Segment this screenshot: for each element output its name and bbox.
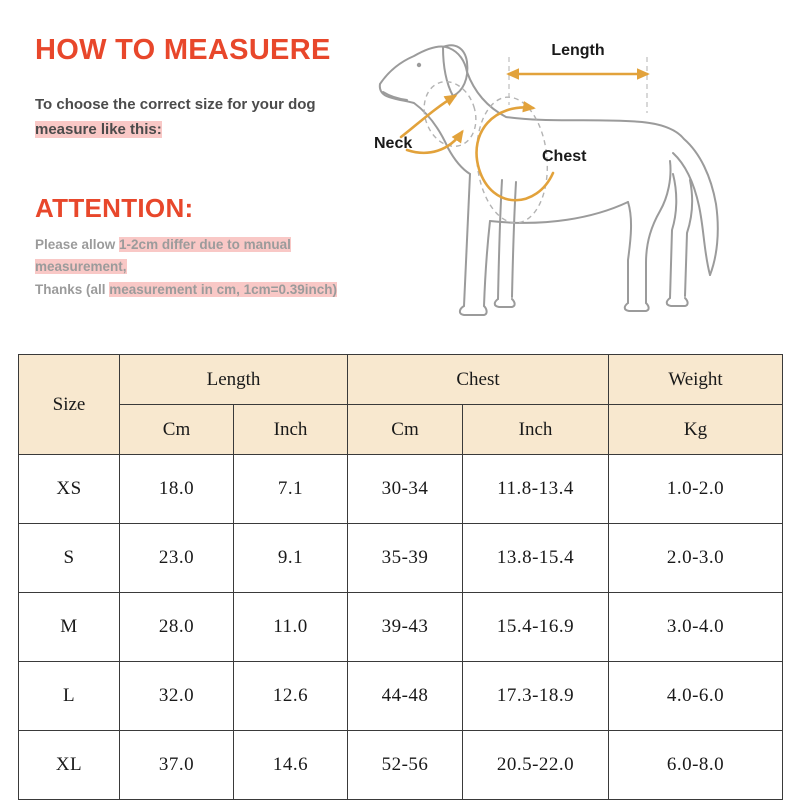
size-table: Size Length Chest Weight Cm Inch Cm Inch… [18,354,784,800]
attention-line2-plain: Thanks (all [35,282,110,298]
attention-line2-highlight: measurement in cm, 1cm=0.39inch) [109,282,338,298]
cell-length-cm: 37.0 [119,730,234,800]
cell-chest-cm: 44-48 [347,661,464,731]
table-row: M 28.0 11.0 39-43 15.4-16.9 3.0-4.0 [18,592,784,662]
cell-chest-cm: 35-39 [347,523,464,593]
instructions-block: HOW TO MEASUERE To choose the correct si… [35,34,380,302]
cell-chest-inch: 20.5-22.0 [462,730,610,800]
cell-chest-inch: 13.8-15.4 [462,523,610,593]
table-row: S 23.0 9.1 35-39 13.8-15.4 2.0-3.0 [18,523,784,593]
col-header-length-cm: Cm [119,404,234,455]
neck-guide-ellipse [423,80,477,148]
attention-title: ATTENTION: [35,192,194,223]
cell-length-cm: 23.0 [119,523,234,593]
cell-weight-kg: 1.0-2.0 [608,454,784,524]
intro-line1: To choose the correct size for your dog [35,96,316,113]
cell-chest-inch: 17.3-18.9 [462,661,610,731]
cell-size: S [18,523,120,593]
cell-length-cm: 28.0 [119,592,234,662]
cell-chest-inch: 11.8-13.4 [462,454,610,524]
table-header-row-groups: Size Length Chest Weight [18,354,784,455]
chest-arrow [475,101,555,202]
dog-outline [378,44,719,316]
cell-weight-kg: 3.0-4.0 [608,592,784,662]
neck-arrow-lower [405,129,464,155]
cell-weight-kg: 2.0-3.0 [608,523,784,593]
col-header-chest: Chest [347,354,610,405]
cell-length-inch: 7.1 [232,454,349,524]
cell-length-inch: 9.1 [232,523,349,593]
intro-text: To choose the correct size for your dog … [35,93,380,143]
neck-measurement: Neck [374,94,464,155]
cell-length-inch: 11.0 [232,592,349,662]
col-header-chest-inch: Inch [462,404,610,455]
cell-length-cm: 32.0 [119,661,234,731]
cell-length-cm: 18.0 [119,454,234,524]
dog-eye [416,62,422,68]
length-label: Length [551,42,604,59]
cell-size: XL [18,730,120,800]
cell-chest-inch: 15.4-16.9 [462,592,610,662]
cell-chest-cm: 39-43 [347,592,464,662]
cell-size: L [18,661,120,731]
col-header-weight: Weight [608,354,784,405]
cell-weight-kg: 4.0-6.0 [608,661,784,731]
how-to-measure-title: HOW TO MEASUERE [35,34,331,66]
chest-measurement: Chest [475,101,587,202]
cell-length-inch: 14.6 [232,730,349,800]
cell-chest-cm: 30-34 [347,454,464,524]
col-header-weight-kg: Kg [608,404,784,455]
cell-length-inch: 12.6 [232,661,349,731]
neck-arrow-upper [399,94,458,139]
table-row: XL 37.0 14.6 52-56 20.5-22.0 6.0-8.0 [18,730,784,800]
length-measurement: Length [506,42,650,113]
table-header-row-units: Cm Inch Cm Inch Kg [19,404,784,455]
cell-chest-cm: 52-56 [347,730,464,800]
attention-line1-plain: Please allow [35,236,120,252]
how-to-measure-section: HOW TO MEASUERE To choose the correct si… [0,0,800,350]
col-header-chest-cm: Cm [347,404,464,455]
chest-guide-ellipse [476,96,548,224]
cell-size: XS [18,454,120,524]
table-row: XS 18.0 7.1 30-34 11.8-13.4 1.0-2.0 [18,454,784,524]
cell-size: M [18,592,120,662]
attention-text: Please allow 1-2cm differ due to manual … [35,234,380,303]
dog-measurement-diagram: Length Neck Chest [356,10,794,346]
dog-diagram-svg: Length Neck Chest [374,42,719,316]
intro-line2: measure like this: [35,120,162,138]
neck-label: Neck [374,135,412,152]
col-header-length: Length [118,354,349,405]
cell-weight-kg: 6.0-8.0 [608,730,784,800]
col-header-size: Size [18,354,120,455]
col-header-length-inch: Inch [232,404,349,455]
table-row: L 32.0 12.6 44-48 17.3-18.9 4.0-6.0 [18,661,784,731]
chest-label: Chest [542,148,587,165]
